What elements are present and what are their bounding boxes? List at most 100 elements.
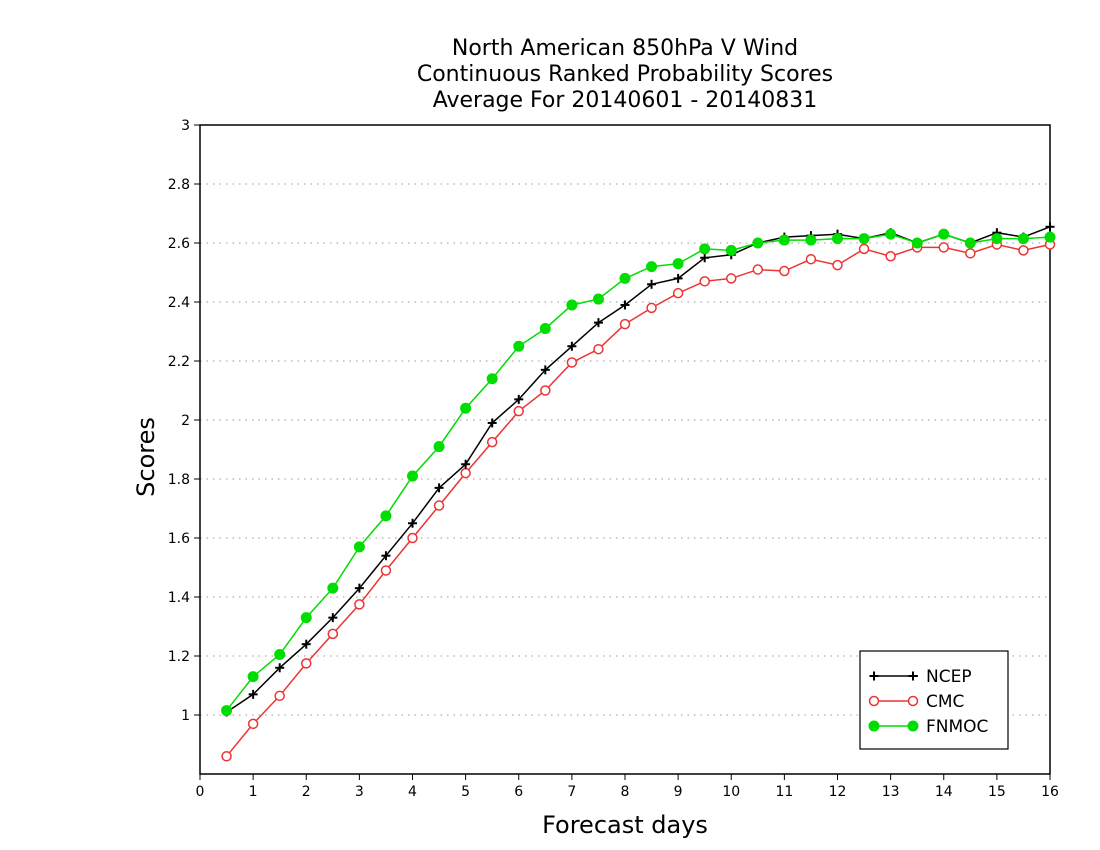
point-fnmoc <box>566 299 578 311</box>
point-fnmoc <box>938 228 950 240</box>
point-ncep <box>328 613 338 623</box>
point-fnmoc <box>885 228 897 240</box>
legend-marker-ncep <box>869 671 879 681</box>
point-ncep <box>408 518 417 528</box>
legend-item-ncep: NCEP <box>869 667 972 687</box>
point-fnmoc <box>592 293 604 305</box>
point-ncep <box>647 279 657 289</box>
point-fnmoc <box>433 441 445 453</box>
point-cmc <box>805 253 817 265</box>
y-tick-label: 1.8 <box>168 472 190 488</box>
y-tick-label: 2.4 <box>168 295 190 311</box>
point-ncep <box>620 300 630 310</box>
point-fnmoc <box>964 237 976 249</box>
point-fnmoc <box>247 671 259 683</box>
point-fnmoc <box>619 272 631 284</box>
point-cmc <box>540 385 551 396</box>
point-cmc <box>1018 245 1029 256</box>
point-cmc <box>885 251 896 262</box>
point-cmc <box>593 343 604 355</box>
point-ncep <box>673 273 683 283</box>
chart-title: North American 850hPa V Wind Continuous … <box>200 36 1050 114</box>
line-ncep <box>226 226 1051 713</box>
point-cmc <box>779 265 790 277</box>
x-tick-label: 0 <box>196 784 205 800</box>
point-fnmoc <box>646 261 658 273</box>
point-fnmoc <box>380 510 392 522</box>
x-tick-label: 12 <box>829 784 847 800</box>
legend-marker-ncep <box>908 671 918 681</box>
point-ncep <box>434 483 444 493</box>
x-tick-label: 3 <box>355 784 364 800</box>
point-cmc <box>433 500 445 511</box>
point-fnmoc <box>486 373 498 385</box>
point-fnmoc <box>805 234 817 246</box>
x-axis-label: Forecast days <box>542 811 708 839</box>
point-cmc <box>380 565 392 576</box>
series-lines <box>221 222 1056 762</box>
x-tick-label: 8 <box>621 784 630 800</box>
axis-ticks: 11.21.41.61.822.22.42.62.830 1 2 3 4 5 6 7 8 9 10 1… <box>168 118 1059 800</box>
legend-label-cmc: CMC <box>926 692 964 712</box>
y-tick-label: 1.2 <box>168 649 190 665</box>
point-cmc <box>619 318 631 330</box>
line-fnmoc <box>226 233 1051 712</box>
point-cmc <box>327 628 339 640</box>
y-tick-label: 1 <box>181 708 190 724</box>
legend-box <box>859 650 1009 750</box>
point-ncep <box>275 663 285 673</box>
series-ncep <box>222 222 1055 717</box>
point-fnmoc <box>832 233 843 245</box>
point-cmc <box>832 259 843 271</box>
point-cmc <box>699 276 710 287</box>
x-tick-label: 14 <box>935 784 953 800</box>
point-cmc <box>460 467 471 479</box>
gridlines <box>200 183 1050 716</box>
x-tick-label: 15 <box>988 784 1006 800</box>
x-tick-label: 10 <box>722 784 740 800</box>
point-ncep <box>248 689 258 699</box>
y-tick-label: 2 <box>181 413 190 429</box>
x-tick-label: 4 <box>408 784 417 800</box>
point-ncep <box>354 583 364 593</box>
legend-marker-fnmoc <box>907 720 919 732</box>
legend: NCEP CMC FNMOC <box>859 650 1009 750</box>
point-ncep <box>1045 222 1055 232</box>
legend-label-ncep: NCEP <box>926 667 972 687</box>
y-tick-label: 2.2 <box>168 354 190 370</box>
point-ncep <box>461 459 471 469</box>
point-cmc <box>247 718 259 730</box>
point-fnmoc <box>539 323 551 335</box>
point-fnmoc <box>513 340 525 352</box>
y-axis-label: Scores <box>132 417 160 497</box>
x-tick-label: 16 <box>1041 784 1059 800</box>
x-tick-label: 9 <box>674 784 683 800</box>
point-fnmoc <box>407 470 418 482</box>
point-cmc <box>566 357 578 368</box>
point-ncep <box>381 551 391 561</box>
point-fnmoc <box>699 243 711 255</box>
point-cmc <box>486 436 498 448</box>
x-tick-label: 6 <box>514 784 523 800</box>
point-ncep <box>301 639 311 649</box>
point-fnmoc <box>672 258 684 270</box>
chart-title-line-3: Average For 20140601 - 20140831 <box>432 88 818 113</box>
y-tick-label: 3 <box>181 118 190 134</box>
point-cmc <box>221 751 232 762</box>
point-cmc <box>513 405 524 417</box>
point-cmc <box>646 302 657 314</box>
point-fnmoc <box>274 649 286 661</box>
point-cmc <box>274 690 285 702</box>
point-fnmoc <box>353 541 365 553</box>
y-tick-label: 1.6 <box>168 531 190 547</box>
y-tick-label: 2.6 <box>168 236 190 252</box>
x-tick-label: 11 <box>775 784 793 800</box>
point-cmc <box>938 242 949 253</box>
legend-marker-cmc <box>868 695 880 707</box>
x-tick-label: 2 <box>302 784 311 800</box>
legend-item-cmc: CMC <box>868 692 964 712</box>
point-cmc <box>407 532 418 544</box>
point-fnmoc <box>725 244 737 256</box>
series-fnmoc <box>221 228 1056 717</box>
